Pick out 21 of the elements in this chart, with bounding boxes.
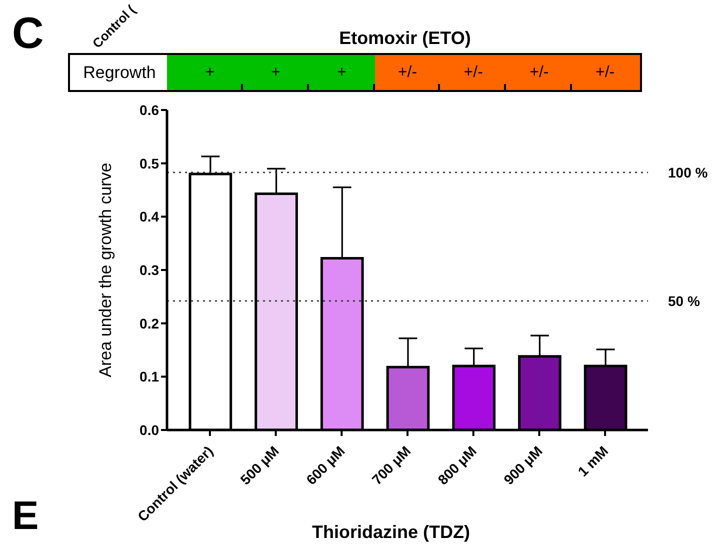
y-tick-label: 0.0 [140,422,160,438]
y-tick-label: 0.6 [140,102,160,118]
x-tick-label: 500 μM [237,442,282,488]
text: 50 % [668,292,700,309]
y-tick-label: 0.3 [140,262,160,278]
text: 100 % [668,164,708,180]
x-tick-label: 800 μM [434,442,480,488]
x-tick-label: 1 mM [574,442,612,480]
y-tick-label: 0.2 [140,315,160,332]
chart-title: Etomoxir (ETO) [339,28,471,48]
regrowth-table: Regrowth + + + +/- +/- +/- +/- [68,53,642,92]
x-tick-label: 600 μM [302,442,348,488]
text: E [12,494,39,538]
y-axis-title: Area under the growth curve [96,162,116,378]
x-tick-label: 900 μM [500,442,546,488]
x-tick-label: 700 μM [368,442,414,488]
y-tick-label: 0.1 [140,368,160,385]
text: C [12,9,44,58]
text: Thioridazine (TDZ) [312,522,470,543]
y-tick-label: 0.5 [140,155,160,172]
y-tick-label: 0.4 [140,208,160,225]
